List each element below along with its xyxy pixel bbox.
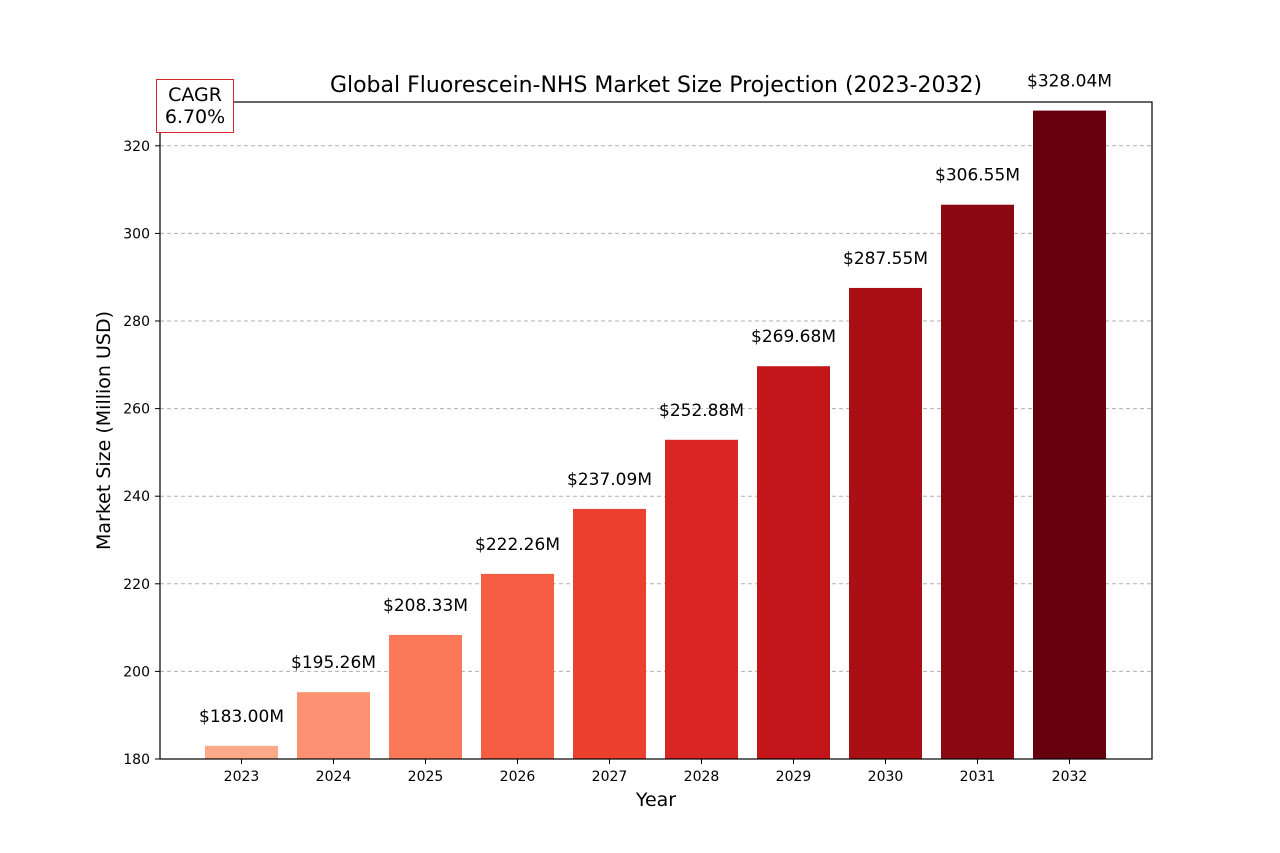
axes-frame — [159, 101, 1153, 760]
y-tick-label: 320 — [123, 139, 150, 155]
y-tick-label: 220 — [123, 577, 150, 593]
data-label: $328.04M — [1027, 72, 1112, 92]
y-axis-label: Market Size (Million USD) — [93, 311, 115, 550]
cagr-label: CAGR — [168, 84, 222, 106]
bar-2029 — [757, 366, 830, 759]
bar-2027 — [573, 508, 646, 759]
cagr-annotation-box: CAGR 6.70% — [156, 79, 234, 133]
data-labels: $183.00M $195.26M $208.33M $222.26M $237.09M… — [199, 72, 1112, 727]
data-label: $269.68M — [751, 327, 836, 347]
bar-2024 — [297, 692, 370, 759]
data-label: $237.09M — [567, 470, 652, 490]
x-axis-label: Year — [635, 789, 676, 811]
x-tick-label: 2028 — [684, 769, 720, 785]
x-tick-label: 2027 — [592, 769, 628, 785]
bar-2031 — [941, 204, 1014, 759]
x-tick-label: 2023 — [224, 769, 260, 785]
bar-2030 — [849, 287, 922, 759]
x-tick-label: 2026 — [500, 769, 536, 785]
y-tick-label: 280 — [123, 314, 150, 330]
data-label: $208.33M — [383, 596, 468, 616]
x-tick-label: 2032 — [1052, 769, 1088, 785]
bar-2032 — [1033, 110, 1106, 760]
bar-2023 — [205, 745, 278, 759]
axis-ticks: 180 200 220 240 260 280 300 320 2023 2024 2025 2026… — [123, 139, 1087, 785]
x-tick-label: 2030 — [868, 769, 904, 785]
x-tick-label: 2031 — [960, 769, 996, 785]
bar-2026 — [481, 573, 554, 759]
bars — [205, 110, 1106, 760]
data-label: $287.55M — [843, 249, 928, 269]
x-tick-label: 2024 — [316, 769, 352, 785]
cagr-value: 6.70% — [164, 106, 226, 128]
chart-title: Global Fluorescein-NHS Market Size Proje… — [330, 73, 982, 98]
y-tick-label: 300 — [123, 226, 150, 242]
data-label: $252.88M — [659, 401, 744, 421]
x-tick-label: 2025 — [408, 769, 444, 785]
x-tick-label: 2029 — [776, 769, 812, 785]
y-tick-label: 260 — [123, 402, 150, 418]
y-tick-label: 240 — [123, 489, 150, 505]
y-tick-label: 180 — [123, 752, 150, 768]
bar-2028 — [665, 439, 738, 759]
data-label: $306.55M — [935, 166, 1020, 186]
data-label: $222.26M — [475, 535, 560, 555]
data-label: $183.00M — [199, 707, 284, 727]
data-label: $195.26M — [291, 653, 376, 673]
y-tick-label: 200 — [123, 664, 150, 680]
bar-2025 — [389, 634, 462, 759]
